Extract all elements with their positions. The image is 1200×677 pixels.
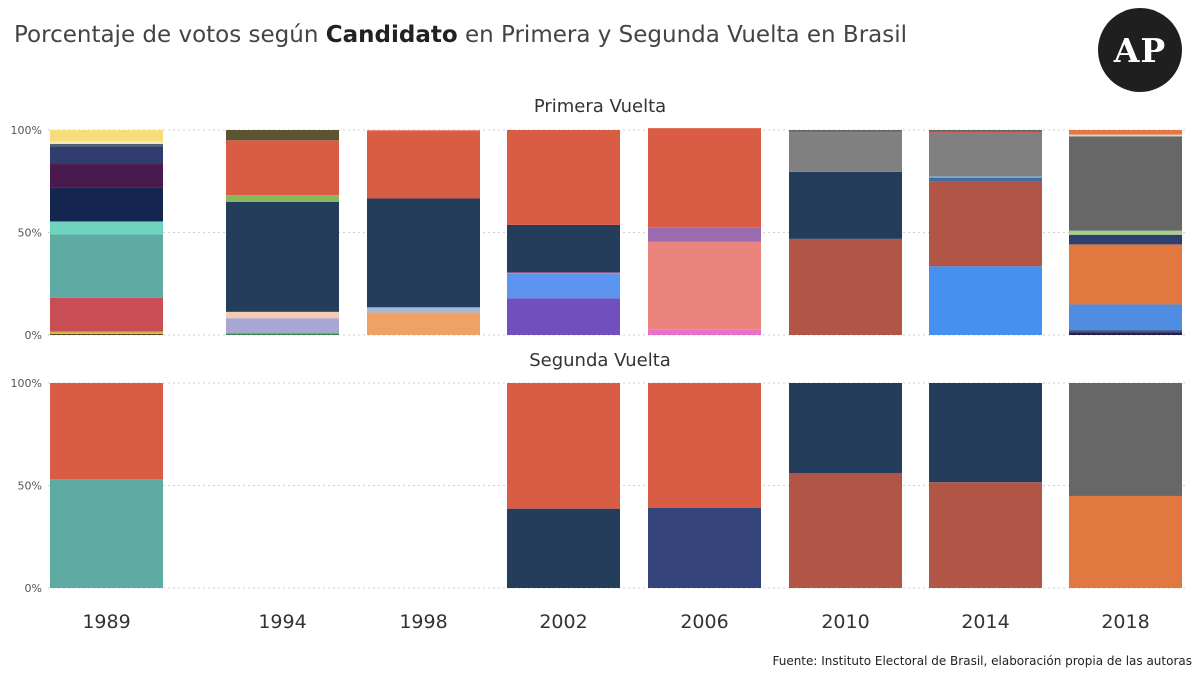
y-tick-label: 100% bbox=[11, 377, 42, 390]
x-tick-label: 1989 bbox=[82, 611, 130, 633]
bar-segment bbox=[1069, 230, 1182, 235]
bar-segment bbox=[507, 130, 620, 225]
bar-segment bbox=[1069, 130, 1182, 135]
bar-segment bbox=[50, 479, 163, 588]
bar-segment bbox=[648, 329, 761, 335]
bar-segment bbox=[50, 146, 163, 165]
y-tick-label: 50% bbox=[18, 227, 42, 240]
page-title: Porcentaje de votos según Candidato en P… bbox=[14, 22, 907, 48]
panel-title: Segunda Vuelta bbox=[529, 350, 671, 371]
bar-segment bbox=[367, 312, 480, 335]
bar-segment bbox=[50, 143, 163, 147]
bar-segment bbox=[1069, 330, 1182, 333]
bar-segment bbox=[50, 141, 163, 144]
bar-segment bbox=[507, 273, 620, 299]
bar-segment bbox=[226, 201, 339, 312]
bar-segment bbox=[1069, 134, 1182, 137]
bar-segment bbox=[226, 195, 339, 202]
bar-segment bbox=[648, 241, 761, 330]
bar-segment bbox=[789, 383, 902, 473]
bar-segment bbox=[929, 131, 1042, 133]
bar-segment bbox=[1069, 383, 1182, 496]
bar-segment bbox=[929, 266, 1042, 335]
bar-segment bbox=[648, 383, 761, 508]
y-tick-label: 100% bbox=[11, 124, 42, 137]
bar-segment bbox=[50, 187, 163, 222]
bar-segment bbox=[789, 472, 902, 588]
bar-segment bbox=[507, 272, 620, 274]
y-tick-label: 50% bbox=[18, 480, 42, 493]
bar-segment bbox=[789, 238, 902, 335]
bar-segment bbox=[929, 177, 1042, 182]
bar-segment bbox=[367, 131, 480, 199]
bar-segment bbox=[50, 333, 163, 335]
bar-segment bbox=[226, 318, 339, 334]
bar-segment bbox=[929, 383, 1042, 483]
ap-logo: AP bbox=[1098, 8, 1182, 92]
bar-segment bbox=[226, 333, 339, 335]
bar-segment bbox=[929, 132, 1042, 177]
bar-segment bbox=[648, 128, 761, 228]
bar-segment bbox=[50, 331, 163, 334]
title-part2: en Primera y Segunda Vuelta en Brasil bbox=[457, 22, 908, 48]
bar-segment bbox=[929, 130, 1042, 132]
bar-segment bbox=[50, 383, 163, 480]
bar-segment bbox=[507, 383, 620, 509]
panel-title: Primera Vuelta bbox=[534, 96, 666, 117]
bar-segment bbox=[789, 130, 902, 131]
bar-segment bbox=[929, 176, 1042, 178]
bar-segment bbox=[507, 224, 620, 273]
bar-segment bbox=[789, 132, 902, 172]
y-tick-label: 0% bbox=[25, 329, 42, 342]
x-tick-label: 2014 bbox=[961, 611, 1009, 633]
bar-segment bbox=[1069, 495, 1182, 588]
x-tick-label: 2002 bbox=[539, 611, 587, 633]
y-tick-label: 0% bbox=[25, 582, 42, 595]
bar-segment bbox=[367, 198, 480, 308]
bar-segment bbox=[226, 140, 339, 196]
bar-segment bbox=[226, 130, 339, 141]
bar-segment bbox=[50, 221, 163, 235]
logo-text: AP bbox=[1113, 30, 1167, 70]
x-tick-label: 1998 bbox=[399, 611, 447, 633]
bar-segment bbox=[648, 507, 761, 588]
bar-segment bbox=[648, 227, 761, 242]
title-part1: Porcentaje de votos según bbox=[14, 22, 326, 48]
bar-segment bbox=[507, 298, 620, 335]
bar-segment bbox=[367, 130, 480, 132]
bar-segment bbox=[1069, 332, 1182, 335]
bar-segment bbox=[1069, 136, 1182, 231]
bar-segment bbox=[1069, 244, 1182, 305]
bar-segment bbox=[1069, 304, 1182, 331]
x-tick-label: 2018 bbox=[1101, 611, 1149, 633]
bar-segment bbox=[226, 311, 339, 319]
bar-segment bbox=[789, 171, 902, 239]
x-tick-label: 2006 bbox=[680, 611, 728, 633]
bar-segment bbox=[929, 181, 1042, 267]
bar-segment bbox=[507, 508, 620, 588]
bar-segment bbox=[50, 130, 163, 142]
bar-segment bbox=[1069, 234, 1182, 245]
bar-segment bbox=[789, 130, 902, 133]
source-note: Fuente: Instituto Electoral de Brasil, e… bbox=[772, 654, 1192, 668]
x-tick-label: 1994 bbox=[258, 611, 306, 633]
x-tick-label: 2010 bbox=[821, 611, 869, 633]
title-bold: Candidato bbox=[325, 22, 458, 48]
bar-segment bbox=[367, 307, 480, 313]
bar-segment bbox=[50, 164, 163, 188]
bar-segment bbox=[50, 297, 163, 332]
bar-segment bbox=[50, 234, 163, 298]
bar-segment bbox=[929, 482, 1042, 588]
